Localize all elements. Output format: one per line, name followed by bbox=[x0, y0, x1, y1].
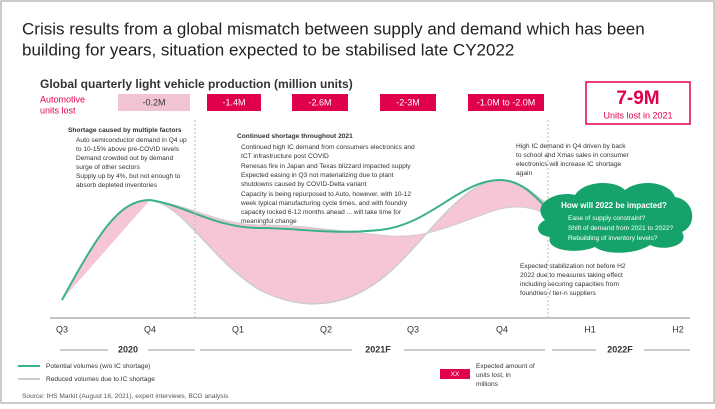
note-line: ICT infrastructure post COVID bbox=[241, 153, 329, 160]
note-line: meaningful change bbox=[241, 218, 297, 225]
note-line: capacity locked 6-12 months ahead ... wi… bbox=[241, 209, 402, 216]
note-heading: Shortage caused by multiple factors bbox=[68, 127, 182, 134]
potential-line bbox=[61, 178, 549, 301]
title-line: building for years, situation expected t… bbox=[22, 40, 514, 59]
note-line: surge of other sectors bbox=[76, 164, 140, 171]
key-line: millions bbox=[476, 381, 499, 388]
loss-box bbox=[292, 94, 348, 111]
note-line: Capacity is being repurposed to Auto, ho… bbox=[241, 191, 411, 198]
note-line: absorb depleted inventories bbox=[76, 182, 158, 189]
note-line: Demand crowded out by demand bbox=[76, 155, 173, 162]
x-label: Q2 bbox=[320, 324, 332, 334]
subtitle: Global quarterly light vehicle productio… bbox=[40, 77, 353, 91]
note-line: shutdowns caused by COVID-Delta variant bbox=[241, 181, 367, 188]
total-value: 7-9M bbox=[616, 88, 659, 109]
legend-label: Potential volumes (w/o IC shortage) bbox=[46, 363, 150, 370]
period-label: 2021F bbox=[365, 344, 391, 354]
loss-label: -1.0M to -2.0M bbox=[477, 97, 536, 107]
row-label: units lost bbox=[40, 105, 76, 115]
loss-box bbox=[118, 94, 190, 111]
note-line: High IC demand in Q4 driven by back bbox=[516, 143, 626, 150]
note-line: again bbox=[516, 170, 532, 177]
note-line: to 10-15% above pre-COVID levels bbox=[76, 146, 180, 153]
shortage-area bbox=[62, 180, 548, 304]
cloud-item: Rebuilding of inventory levels? bbox=[568, 235, 658, 242]
note-line: Supply up by 4%, but not enough to bbox=[76, 173, 181, 180]
loss-box bbox=[468, 94, 544, 111]
period-label: 2020 bbox=[118, 344, 138, 354]
note-line: to school and Xmas sales in consumer bbox=[516, 152, 630, 159]
loss-label: -2-3M bbox=[396, 97, 420, 107]
note-heading: Continued shortage throughout 2021 bbox=[237, 133, 353, 140]
key-line: Expected amount of bbox=[476, 363, 535, 370]
note-line: 2022 due to measures taking effect bbox=[520, 272, 623, 279]
note-line: foundries / tier-n suppliers bbox=[520, 290, 597, 297]
key-line: units lost, in bbox=[476, 372, 511, 379]
x-label: Q3 bbox=[407, 324, 419, 334]
loss-box bbox=[207, 94, 261, 111]
key-swatch bbox=[440, 369, 470, 379]
lower-edge bbox=[149, 199, 549, 237]
loss-label: -0.2M bbox=[142, 97, 165, 107]
x-label: Q4 bbox=[496, 324, 508, 334]
period-label: 2022F bbox=[607, 344, 633, 354]
x-label: H1 bbox=[584, 324, 596, 334]
source: Source: IHS Markit (August 16, 2021), ex… bbox=[22, 393, 229, 400]
key-sample: XX bbox=[451, 371, 460, 378]
note-line: Auto semiconductor demand in Q4 up bbox=[76, 137, 187, 144]
note-line: electronics will increase IC shortage bbox=[516, 161, 622, 168]
row-label: Automotive bbox=[40, 94, 85, 104]
loss-label: -1.4M bbox=[222, 97, 245, 107]
cloud-item: Ease of supply constraint? bbox=[568, 215, 646, 222]
title-line: Crisis results from a global mismatch be… bbox=[22, 19, 645, 38]
note-line: Renesas fire in Japan and Texas blizzard… bbox=[241, 163, 411, 170]
note-line: Expected stabilization not before H2 bbox=[520, 263, 626, 270]
cloud-item: Shift of demand from 2021 to 2022? bbox=[568, 225, 674, 232]
total-box bbox=[585, 81, 691, 125]
note-line: including securing capacities from bbox=[520, 281, 619, 288]
note-line: Continued high IC demand from consumers … bbox=[241, 144, 415, 151]
legend-label: Reduced volumes due to IC shortage bbox=[46, 376, 155, 383]
question-cloud bbox=[538, 182, 693, 253]
cloud-heading: How will 2022 be impacted? bbox=[561, 201, 667, 210]
loss-label: -2.6M bbox=[308, 97, 331, 107]
loss-box bbox=[380, 94, 436, 111]
x-label: Q3 bbox=[56, 324, 68, 334]
x-label: Q4 bbox=[144, 324, 156, 334]
note-line: week typical manufacturing cycle times, … bbox=[240, 200, 408, 207]
x-label: H2 bbox=[672, 324, 684, 334]
x-label: Q1 bbox=[232, 324, 244, 334]
total-label: Units lost in 2021 bbox=[603, 110, 672, 120]
note-line: Expected easing in Q3 not materializing … bbox=[241, 172, 394, 179]
